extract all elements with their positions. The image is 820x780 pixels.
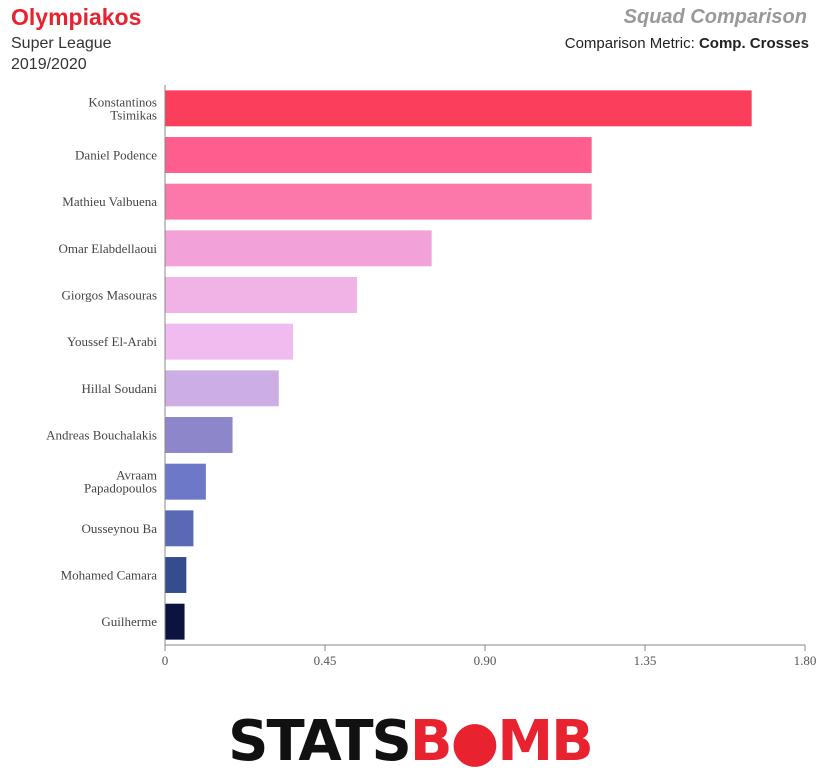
season-label: 2019/2020 — [11, 56, 87, 73]
metric-value: Comp. Crosses — [698, 35, 809, 52]
comparison-metric: Comparison Metric: Comp. Crosses — [565, 35, 809, 52]
x-tick-label: 0.90 — [474, 653, 497, 668]
player-label: Konstantinos Tsimikas — [88, 94, 157, 122]
bar-11 — [165, 557, 187, 593]
player-label: Avraam Papadopoulos — [84, 468, 157, 496]
bar-4 — [165, 230, 432, 267]
player-labels-group: Konstantinos Tsimikas Daniel Podence Mathie… — [46, 94, 157, 629]
metric-prefix: Comparison Metric: — [564, 35, 699, 52]
bar-9 — [165, 463, 206, 500]
bar-chart: Konstantinos Tsimikas Daniel Podence Mathie… — [46, 85, 817, 668]
statsbomb-logo: STATSB●MB — [228, 709, 594, 774]
bar-1 — [165, 90, 752, 127]
player-label: Mathieu Valbuena — [62, 194, 157, 209]
bar-6 — [165, 323, 293, 360]
bar-7 — [165, 370, 279, 407]
bars-group — [165, 90, 752, 640]
x-ticks-group: 0 0.45 0.90 1.35 1.80 — [162, 645, 817, 668]
logo-text-mb: MB — [497, 709, 591, 774]
bar-2 — [165, 137, 592, 173]
x-tick-label: 0.45 — [314, 653, 337, 668]
panel-title: Squad Comparison — [623, 6, 807, 28]
player-label: Hillal Soudani — [82, 381, 158, 396]
target-icon: ● — [451, 709, 498, 774]
player-label: Daniel Podence — [75, 148, 157, 163]
bar-10 — [165, 510, 194, 547]
bar-8 — [165, 417, 233, 453]
player-label: Mohamed Camara — [61, 568, 158, 583]
player-label: Omar Elabdellaoui — [58, 241, 157, 256]
bar-3 — [165, 183, 592, 220]
x-tick-label: 0 — [162, 653, 169, 668]
x-tick-label: 1.35 — [634, 653, 657, 668]
team-title: Olympiakos — [11, 4, 142, 30]
logo-text-b: B — [410, 709, 451, 774]
player-label: Andreas Bouchalakis — [46, 428, 157, 443]
bar-12 — [165, 603, 185, 640]
x-tick-label: 1.80 — [794, 653, 817, 668]
league-name: Super League — [11, 35, 112, 52]
player-label: Ousseynou Ba — [82, 521, 158, 536]
logo-wordmark: STATSB●MB — [228, 709, 592, 774]
player-label: Youssef El-Arabi — [67, 334, 157, 349]
player-label: Giorgos Masouras — [62, 288, 157, 303]
player-label: Guilherme — [101, 614, 157, 629]
bar-5 — [165, 277, 357, 313]
logo-text-stats: STATS — [228, 709, 410, 774]
